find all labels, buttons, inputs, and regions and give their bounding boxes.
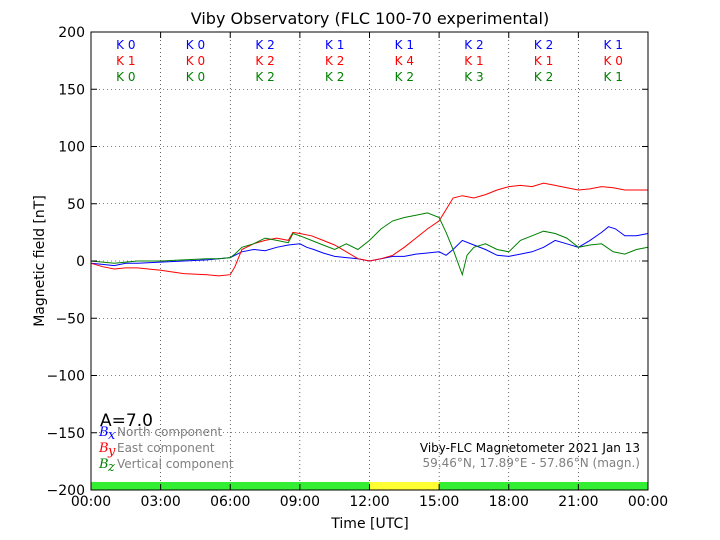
k-index-label: K 0 (604, 54, 623, 68)
series-line (90, 212, 649, 277)
k-index-label: K 1 (604, 38, 623, 52)
y-tick-labels: −200 −150 −100 −50 0 50 100 150 200 (47, 25, 85, 499)
chart-title: Viby Observatory (FLC 100-70 experimenta… (191, 9, 550, 28)
y-tick-label: −50 (55, 311, 85, 327)
y-tick-label: 0 (76, 254, 85, 270)
x-tick-label: 00:00 (71, 494, 111, 510)
y-tick-label: 50 (67, 197, 85, 213)
k-index-label: K 0 (186, 38, 205, 52)
instrument-info: Viby-FLC Magnetometer 2021 Jan 13 (420, 441, 640, 455)
series-line (90, 182, 648, 277)
legend-subscript: z (107, 460, 115, 475)
k-index-label: K 2 (255, 54, 274, 68)
y-tick-label: −150 (47, 426, 85, 442)
legend-label: North component (117, 425, 223, 439)
k-index-label: K 2 (325, 70, 344, 84)
y-tick-label: 100 (58, 140, 85, 156)
activity-bar-segment (369, 481, 440, 490)
y-tick-label: −100 (47, 369, 85, 385)
legend-label: Vertical component (117, 457, 234, 471)
legend-symbol: B (98, 425, 109, 440)
k-index-label: K 0 (116, 70, 135, 84)
legend-symbol: B (98, 457, 109, 472)
k-index-label: K 1 (464, 54, 483, 68)
series-lines (90, 182, 649, 277)
k-index-label: K 2 (534, 38, 553, 52)
legend-subscript: y (107, 444, 116, 459)
k-index-label: K 3 (464, 70, 483, 84)
k-index-label: K 2 (534, 70, 553, 84)
x-tick-label: 21:00 (558, 494, 598, 510)
activity-bar-segment (439, 481, 648, 490)
x-axis-title: Time [UTC] (330, 516, 408, 532)
k-index-label: K 2 (255, 38, 274, 52)
y-tick-label: 200 (58, 25, 85, 41)
k-index-label: K 2 (325, 54, 344, 68)
location-info: 59.46°N, 17.89°E - 57.86°N (magn.) (423, 456, 640, 470)
k-index-label: K 0 (186, 54, 205, 68)
k-index-label: K 1 (116, 54, 135, 68)
k-index-label: K 4 (395, 54, 414, 68)
legend-subscript: x (108, 428, 116, 443)
x-tick-labels: 00:00 03:00 06:00 09:00 12:00 15:00 18:00 21:00… (71, 494, 668, 510)
k-index-label: K 1 (325, 38, 344, 52)
x-tick-label: 12:00 (349, 494, 389, 510)
grid (91, 32, 648, 490)
x-tick-label: 03:00 (140, 494, 180, 510)
y-axis-title: Magnetic field [nT] (32, 195, 48, 327)
x-tick-label: 18:00 (489, 494, 529, 510)
legend-label: East component (117, 441, 215, 455)
x-tick-label: 00:00 (628, 494, 668, 510)
x-tick-label: 15:00 (419, 494, 459, 510)
k-index-label: K 2 (395, 70, 414, 84)
k-index-label: K 1 (395, 38, 414, 52)
legend-symbol: B (98, 441, 109, 456)
y-tick-label: −200 (47, 483, 85, 499)
k-index-label: K 1 (604, 70, 623, 84)
k-index-label: K 2 (255, 70, 274, 84)
k-index-label: K 0 (186, 70, 205, 84)
x-tick-label: 06:00 (210, 494, 250, 510)
y-tick-label: 150 (58, 82, 85, 98)
axis-ticks (90, 31, 649, 491)
k-index-label: K 1 (534, 54, 553, 68)
x-tick-label: 09:00 (280, 494, 320, 510)
k-index-label: K 0 (116, 38, 135, 52)
a-index-label: A=7.0 (100, 411, 153, 431)
k-index-table: K 0 K 0 K 2 K 1 K 1 K 2 K 2 K 1 K 1 K 0 K 2 K 2 K 4 K… (116, 38, 623, 84)
k-index-label: K 2 (464, 38, 483, 52)
